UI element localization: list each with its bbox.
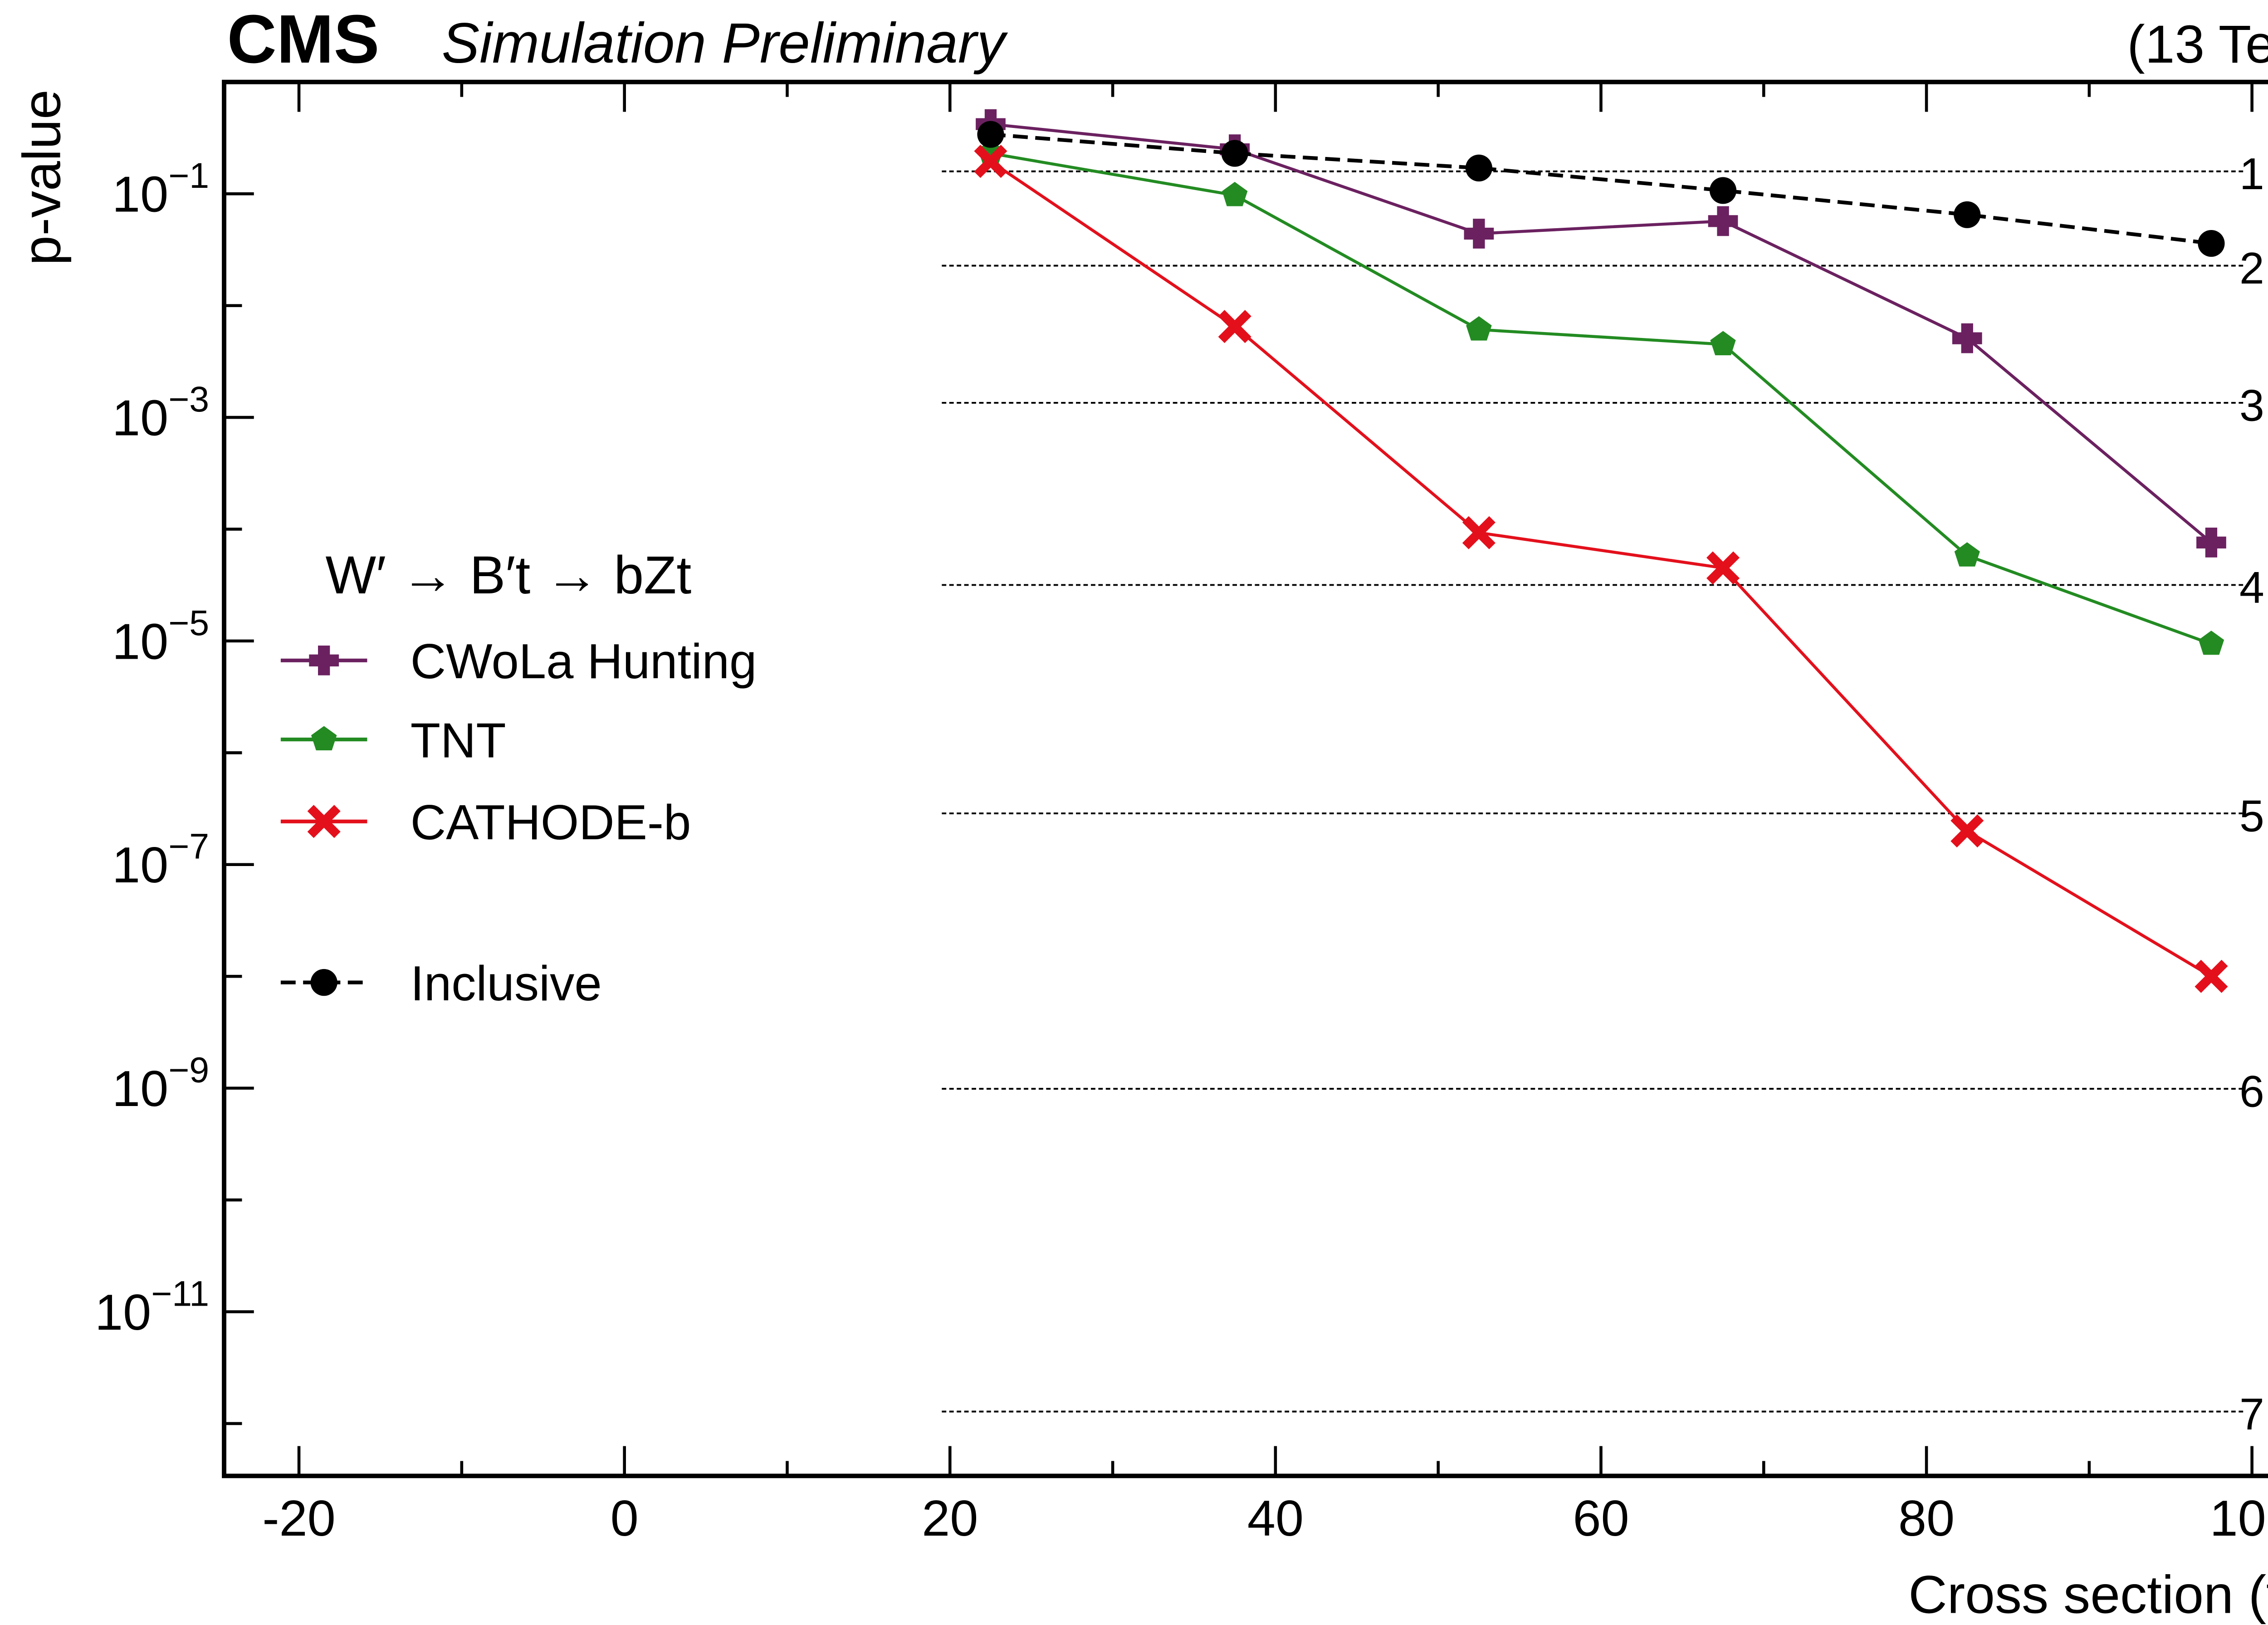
x-tick-label: 20 (922, 1490, 978, 1547)
pentagon-marker (1466, 316, 1492, 341)
x-marker (1950, 814, 1984, 848)
legend-entry: TNT (411, 713, 506, 768)
cms-label: CMS (227, 1, 380, 78)
circle-marker (977, 121, 1004, 148)
series-cwola-hunting (976, 109, 2226, 558)
significance-label: 2 σ (2239, 243, 2268, 293)
x-tick-label: 40 (1247, 1490, 1304, 1547)
x-axis-label: Cross section (fb) (1908, 1565, 2268, 1625)
circle-marker (1954, 201, 1981, 228)
plot-area: 1 σ 2 σ 3 σ 4 σ 5 σ 6 σ 7 σ -20 0 20 40 60 80 100 10−1… (95, 79, 2268, 1547)
y-tick-label: 10−1 (112, 156, 209, 223)
y-tick-label: 10−5 (112, 603, 209, 670)
series-line (990, 160, 2212, 978)
circle-marker (1221, 140, 1248, 167)
legend-entry: CATHODE-b (411, 795, 691, 850)
pentagon-marker (1710, 331, 1736, 356)
circle-marker (310, 969, 337, 996)
pentagon-marker (1222, 181, 1248, 206)
y-tick-label: 10−11 (95, 1273, 209, 1341)
y-tick-label: 10−9 (112, 1050, 209, 1117)
series-line (990, 152, 2212, 646)
status-label: Simulation Preliminary (442, 12, 1008, 75)
y-axis-label: p-value (12, 89, 72, 265)
x-tick-label: 60 (1573, 1490, 1629, 1547)
y-tick-label: 10−7 (112, 827, 209, 894)
circle-marker (1709, 177, 1737, 204)
x-marker (1218, 310, 1251, 343)
significance-label: 3 σ (2239, 380, 2268, 430)
x-tick-label: 80 (1898, 1490, 1955, 1547)
energy-label: (13 TeV) (2127, 15, 2268, 74)
plus-marker (2196, 527, 2226, 558)
significance-label: 5 σ (2239, 791, 2268, 841)
legend-entry: CWoLa Hunting (411, 634, 757, 689)
circle-marker (1465, 154, 1492, 181)
x-marker (1706, 551, 1740, 585)
x-marker (974, 145, 1007, 178)
significance-label: 4 σ (2239, 563, 2268, 612)
plus-marker (309, 645, 339, 675)
pentagon-marker (311, 726, 337, 750)
series-line (990, 122, 2213, 544)
plus-marker (1708, 206, 1738, 236)
x-tick-label: -20 (262, 1490, 335, 1547)
x-marker (2195, 959, 2228, 993)
plus-marker (1464, 219, 1494, 249)
pentagon-marker (2198, 631, 2224, 655)
x-marker (307, 805, 341, 838)
plot-frame (222, 79, 2268, 1478)
legend: W′ → B′t → bZt CWoLa Hunting TNT CATHODE-b I… (280, 545, 757, 1011)
significance-label: 7 σ (2239, 1389, 2268, 1439)
significance-label: 6 σ (2239, 1066, 2268, 1116)
legend-entry: Inclusive (411, 956, 602, 1011)
legend-title: W′ → B′t → bZt (325, 545, 691, 605)
plus-marker (1952, 323, 1982, 353)
significance-label: 1 σ (2239, 149, 2268, 199)
x-tick-label: 0 (611, 1490, 639, 1547)
series-inclusive (977, 121, 2225, 257)
pentagon-marker (1954, 542, 1980, 567)
series-line (990, 132, 2212, 245)
x-marker (1462, 516, 1496, 549)
circle-marker (2198, 230, 2225, 257)
x-tick-label: 100 (2209, 1490, 2268, 1547)
series-cathode-b (974, 145, 2228, 993)
y-tick-label: 10−3 (112, 379, 209, 446)
